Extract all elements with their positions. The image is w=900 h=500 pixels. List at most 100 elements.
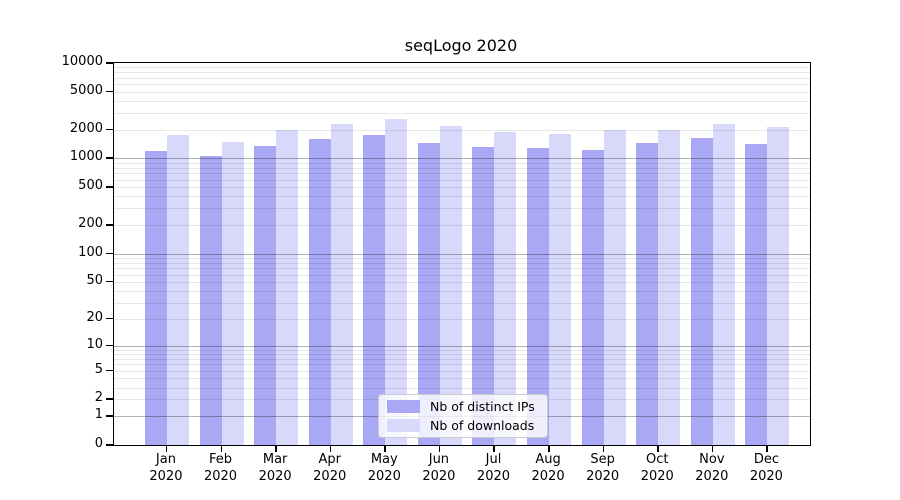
x-tick-label-oct: Oct 2020 — [640, 452, 674, 484]
bar-distinct-ips-sep — [581, 150, 604, 445]
x-axis-tick — [438, 445, 441, 452]
y-tick-label: 2 — [94, 390, 103, 406]
bar-distinct-ips-jan — [144, 150, 167, 445]
y-axis-tick — [106, 344, 113, 347]
legend-label-distinct-ips: Nb of distinct IPs — [430, 399, 535, 414]
bar-distinct-ips-nov — [690, 137, 713, 445]
gridline-minor — [114, 378, 810, 380]
gridline-minor — [114, 173, 810, 175]
y-axis-tick — [106, 369, 113, 372]
gridline-major — [114, 158, 810, 160]
bar-distinct-ips-aug — [527, 147, 550, 445]
bar-downloads-apr — [330, 124, 353, 445]
gridline-major — [114, 345, 810, 347]
bar-distinct-ips-feb — [199, 156, 222, 445]
y-tick-label: 0 — [94, 436, 103, 451]
y-axis-tick — [106, 157, 113, 159]
x-tick-label-nov: Nov 2020 — [695, 452, 729, 484]
bar-distinct-ips-mar — [254, 146, 277, 445]
x-tick-label-mar: Mar 2020 — [258, 452, 292, 484]
gridline-minor — [114, 318, 810, 320]
gridline-minor — [114, 162, 810, 164]
bar-distinct-ips-jul — [472, 146, 495, 445]
x-axis-tick — [711, 445, 714, 452]
gridline-minor — [114, 167, 810, 169]
y-axis-tick — [106, 444, 113, 446]
x-axis-tick — [548, 445, 550, 452]
bar-distinct-ips-oct — [636, 143, 659, 445]
legend-swatch-downloads-icon — [387, 419, 420, 432]
gridline-minor — [114, 387, 810, 389]
gridline-minor — [114, 302, 810, 304]
y-tick-label: 5000 — [69, 82, 103, 98]
gridline-major — [114, 253, 810, 255]
x-axis-tick — [275, 445, 277, 452]
plot-area: Nb of distinct IPs Nb of downloads — [113, 62, 811, 446]
gridline-minor — [114, 208, 810, 210]
y-axis-tick — [106, 317, 113, 320]
gridline-minor — [114, 179, 810, 181]
gridline-minor — [114, 196, 810, 198]
legend-row-downloads: Nb of downloads — [387, 418, 547, 433]
gridline-minor — [114, 262, 810, 264]
y-axis-tick — [106, 62, 113, 64]
gridline-minor — [114, 370, 810, 372]
y-tick-label: 100 — [78, 244, 103, 260]
x-axis-tick — [165, 445, 168, 452]
y-tick-label: 1000 — [69, 149, 103, 165]
x-tick-label-dec: Dec 2020 — [749, 452, 783, 484]
x-axis-tick — [384, 445, 386, 452]
bar-downloads-feb — [221, 141, 244, 445]
y-tick-label: 10000 — [61, 54, 103, 69]
y-axis-tick — [106, 128, 113, 131]
gridline-minor — [114, 349, 810, 351]
gridline-minor — [114, 274, 810, 276]
y-tick-label: 2000 — [69, 120, 103, 136]
bar-downloads-mar — [276, 130, 299, 445]
x-tick-label-jun: Jun 2020 — [422, 452, 456, 484]
y-tick-label: 20 — [86, 309, 103, 325]
bar-downloads-nov — [712, 124, 735, 445]
bar-distinct-ips-may — [363, 135, 386, 445]
y-axis-tick — [106, 398, 113, 400]
bar-distinct-ips-dec — [745, 143, 768, 445]
legend-swatch-distinct-ips-icon — [387, 400, 420, 413]
x-axis-tick — [329, 445, 332, 452]
x-tick-label-jan: Jan 2020 — [149, 452, 183, 484]
legend: Nb of distinct IPs Nb of downloads — [378, 394, 548, 438]
legend-label-downloads: Nb of downloads — [430, 418, 535, 433]
gridline-minor — [114, 100, 810, 102]
x-tick-label-sep: Sep 2020 — [586, 452, 620, 484]
y-axis-tick — [106, 280, 113, 283]
bar-downloads-jan — [166, 135, 189, 445]
gridline-minor — [114, 112, 810, 114]
gridline-minor — [114, 129, 810, 131]
y-tick-label: 200 — [78, 216, 103, 232]
x-axis-tick — [657, 445, 659, 452]
bar-distinct-ips-apr — [308, 138, 331, 445]
gridline-minor — [114, 91, 810, 93]
bar-downloads-jul — [494, 132, 517, 445]
bar-distinct-ips-jun — [417, 143, 440, 445]
gridline-minor — [114, 353, 810, 355]
y-axis-tick — [106, 90, 113, 93]
x-axis-tick — [220, 445, 223, 452]
gridline-minor — [114, 72, 810, 74]
x-axis-tick — [602, 445, 605, 452]
bar-downloads-aug — [549, 134, 572, 445]
y-axis-tick — [106, 224, 113, 226]
y-axis-tick — [106, 186, 113, 188]
gridline-minor — [114, 77, 810, 79]
gridline-minor — [114, 364, 810, 366]
gridline-minor — [114, 268, 810, 270]
gridline-minor — [114, 225, 810, 227]
gridline-minor — [114, 84, 810, 86]
x-axis-tick — [493, 445, 495, 452]
y-axis-tick — [106, 415, 113, 417]
bar-downloads-sep — [603, 130, 626, 445]
gridline-minor — [114, 290, 810, 292]
x-tick-label-apr: Apr 2020 — [313, 452, 347, 484]
chart-title: seqLogo 2020 — [404, 36, 518, 55]
bar-downloads-oct — [658, 130, 681, 445]
